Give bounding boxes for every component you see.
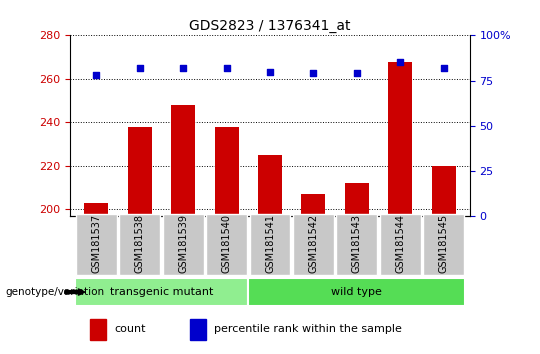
Bar (388, 62, 412, 216)
Bar (301, 194, 326, 216)
Point (396, 59, 404, 65)
Title: GDS2823 / 1376341_at: GDS2823 / 1376341_at (189, 19, 351, 33)
FancyBboxPatch shape (163, 214, 204, 275)
Text: genotype/variation: genotype/variation (5, 287, 105, 297)
FancyBboxPatch shape (206, 214, 247, 275)
Text: GSM181544: GSM181544 (395, 214, 406, 273)
Text: wild type: wild type (332, 287, 382, 297)
Text: GSM181543: GSM181543 (352, 214, 362, 273)
Bar (128, 127, 152, 216)
Point (266, 69, 274, 74)
Point (136, 65, 144, 71)
Bar (345, 183, 369, 216)
Point (179, 65, 187, 71)
Bar (214, 127, 239, 216)
Bar (171, 105, 195, 216)
FancyBboxPatch shape (248, 278, 465, 306)
Text: GSM181541: GSM181541 (265, 214, 275, 273)
Text: GSM181542: GSM181542 (308, 214, 319, 273)
Text: GSM181539: GSM181539 (178, 214, 188, 273)
Text: GSM181537: GSM181537 (91, 214, 102, 273)
Text: GSM181540: GSM181540 (221, 214, 232, 273)
FancyBboxPatch shape (75, 278, 248, 306)
Text: GSM181538: GSM181538 (134, 214, 145, 273)
FancyBboxPatch shape (76, 214, 117, 275)
Text: count: count (114, 324, 146, 334)
Text: percentile rank within the sample: percentile rank within the sample (214, 324, 402, 334)
Point (440, 65, 448, 71)
Point (222, 65, 231, 71)
Bar (432, 166, 456, 216)
Point (309, 70, 318, 76)
FancyBboxPatch shape (119, 214, 160, 275)
FancyBboxPatch shape (380, 214, 421, 275)
Bar (84, 203, 108, 216)
Bar (190, 319, 206, 340)
Point (92, 72, 100, 78)
FancyBboxPatch shape (423, 214, 464, 275)
Text: GSM181545: GSM181545 (438, 214, 449, 273)
FancyBboxPatch shape (293, 214, 334, 275)
Bar (90, 319, 106, 340)
FancyBboxPatch shape (336, 214, 377, 275)
Bar (258, 155, 282, 216)
FancyBboxPatch shape (249, 214, 291, 275)
Point (353, 70, 361, 76)
Text: transgenic mutant: transgenic mutant (110, 287, 213, 297)
